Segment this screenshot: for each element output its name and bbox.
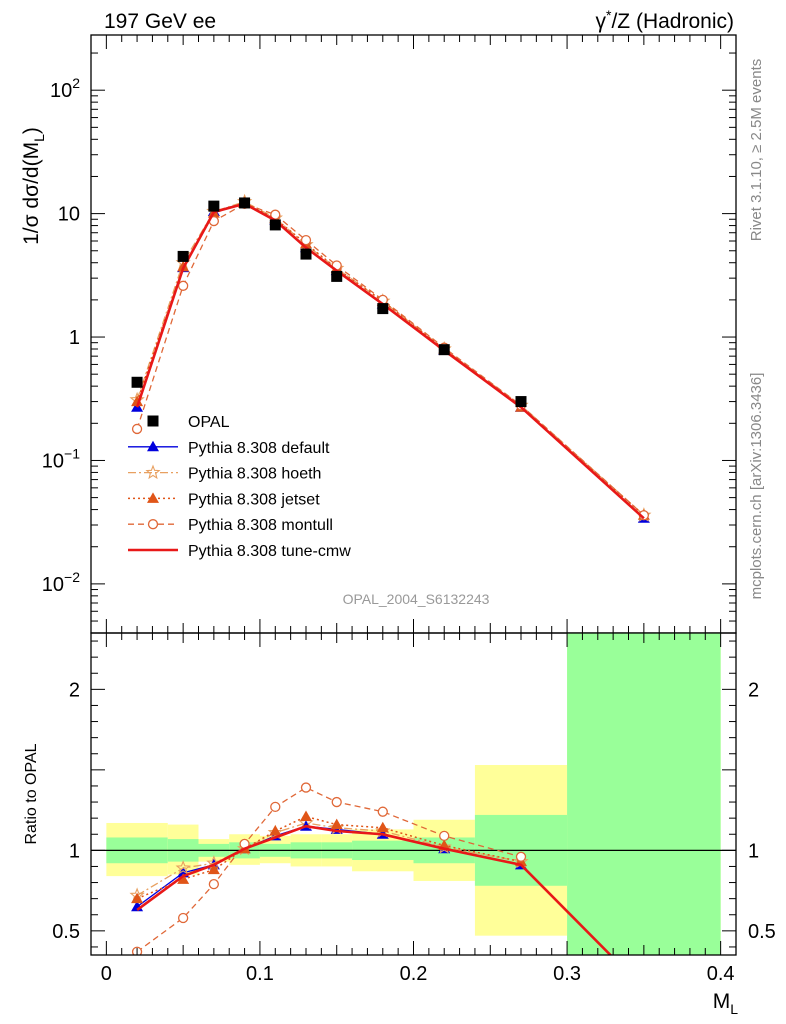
ratio-ytick-label-left: 1 [69,840,80,862]
ratio-point-jetset-6 [330,818,343,830]
ratio-cmw-line [136,824,613,955]
ratio-point-jetset-7 [376,821,389,833]
mcplots-label: mcplots.cern.ch [arXiv:1306.3436] [748,373,765,600]
data-point-6 [331,270,343,282]
data-point-8 [438,344,450,356]
legend-label-jetset: Pythia 8.308 jetset [188,491,320,508]
data-point-5 [300,248,312,260]
ratio-point-montull-7 [377,806,388,817]
ratio-ytick-label-left: 2 [69,679,80,701]
ratio-ylabel: Ratio to OPAL [23,743,40,844]
point-montull-0 [131,423,143,435]
legend-marker-hoeth [145,464,161,480]
ratio-point-jetset-0 [131,892,144,904]
xtick-label: 0.3 [553,963,581,985]
legend-label-data: OPAL [188,414,230,431]
data-point-9 [515,396,527,408]
ratio-montull-line [136,786,522,953]
ratio-hoeth-line [136,822,522,896]
ratio-jetset-line [136,815,522,900]
legend: OPAL Pythia 8.308 default Pythia 8.308 hoe… [128,414,351,560]
xtick-label: 0.4 [707,963,735,985]
data-point-3 [239,197,251,209]
legend-label-montull: Pythia 8.308 montull [188,517,333,534]
ratio-point-jetset-4 [269,825,282,836]
header-left: 197 GeV ee [104,10,216,33]
data-point-4 [269,219,281,231]
xtick-label: 0.1 [246,963,274,985]
main-ytick-label: 1 [69,327,80,349]
ratio-point-hoeth-1 [175,860,191,875]
header-right: γ*/Z (Hadronic) [596,7,734,33]
ratio-point-montull-8 [439,830,450,842]
point-montull-1 [177,280,189,291]
legend-label-hoeth: Pythia 8.308 hoeth [188,466,321,483]
main-ytick-label: 10−2 [42,569,80,596]
ratio-point-jetset-5 [300,810,312,822]
x-axis-label: ML [713,990,739,1017]
ratio-ytick-label-left: 0.5 [52,921,80,943]
legend-marker-montull [147,519,159,530]
ratio-point-montull-9 [515,851,527,862]
legend-marker-jetset [147,492,159,503]
point-jetset-0 [131,395,144,407]
series-cmw-line [135,202,645,520]
point-montull-5 [300,234,312,246]
analysis-label: OPAL_2004_S6132243 [343,591,490,607]
data-point-7 [377,303,389,315]
data-point-0 [131,376,143,388]
ratio-point-jetset-2 [207,863,220,875]
data-point-1 [177,250,189,262]
main-ytick-label: 10−1 [42,445,80,472]
ratio-point-montull-5 [300,782,312,793]
legend-marker-default [147,440,159,452]
legend-label-cmw: Pythia 8.308 tune-cmw [188,543,351,560]
ratio-point-montull-6 [331,796,342,808]
band-green-10 [567,633,721,955]
rivet-label: Rivet 3.1.10, ≥ 2.5M events [748,59,765,242]
xtick-label: 0.2 [400,963,428,985]
ratio-point-montull-1 [177,912,189,924]
legend-marker-data [147,415,159,427]
legend-label-default: Pythia 8.308 default [188,440,330,457]
data-point-2 [208,200,220,212]
ratio-point-montull-2 [208,879,220,890]
main-ylabel: 1/σ dσ/d(ML) [20,127,47,245]
main-ytick-label: 10 [58,204,80,226]
xtick-label: 0 [101,963,112,985]
ratio-ytick-label-right: 2 [748,679,759,701]
ratio-point-jetset-1 [177,873,190,884]
main-panel: 102 10 1 10−1 10−2 OPAL_2004_S6132243 1/σ dσ… [20,34,737,634]
ratio-point-montull-4 [270,801,281,813]
ratio-ytick-label-right: 0.5 [748,921,776,943]
ratio-panel: 0.5 0.5 1 1 2 2 0 0.1 0.2 0.3 0.4 Ratio to OPAL ML [23,632,776,1017]
main-ytick-label: 102 [50,75,80,102]
ratio-ytick-label-right: 1 [748,840,759,862]
